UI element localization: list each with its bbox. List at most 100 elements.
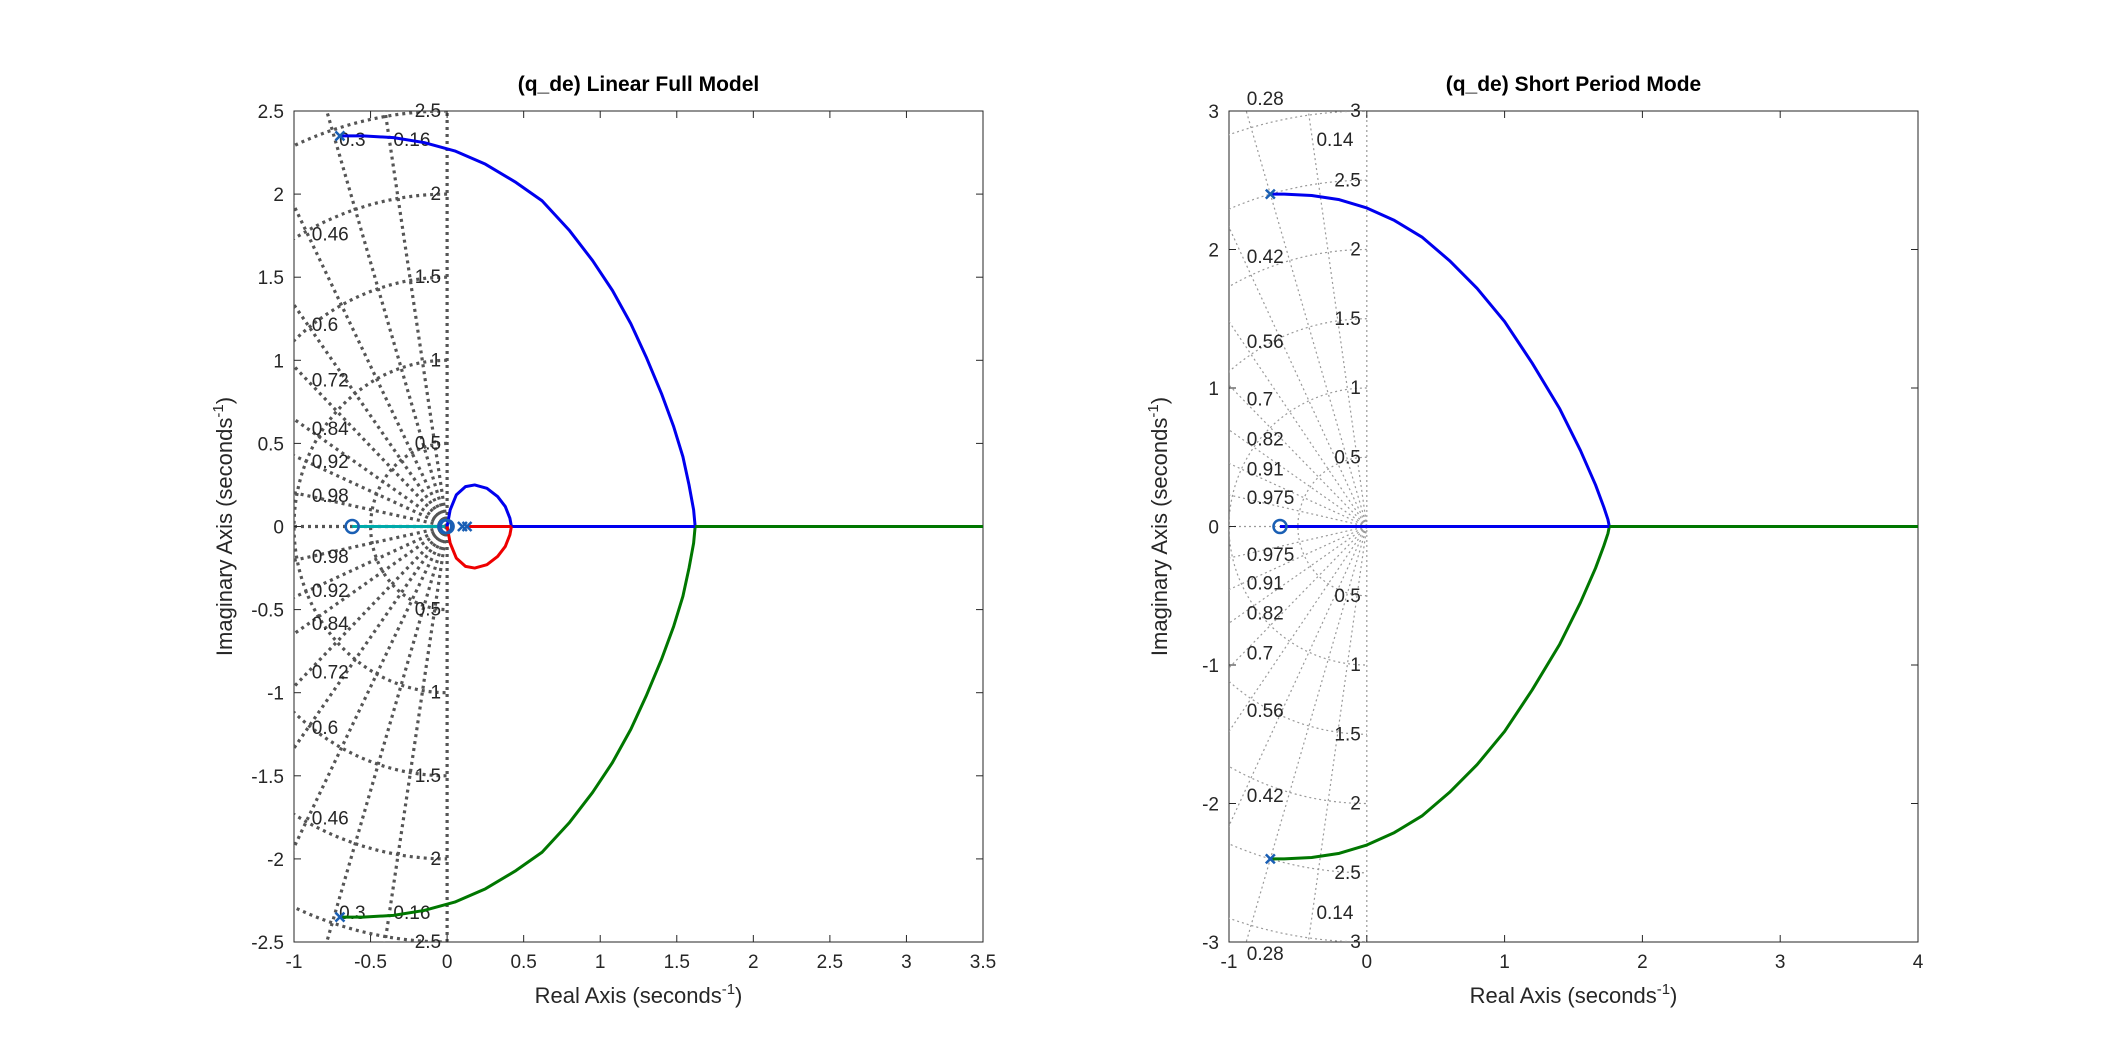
locus-branch xyxy=(1270,526,1611,861)
x-axis-label-main: Real Axis (seconds xyxy=(535,983,722,1008)
y-tick-label: -1.5 xyxy=(251,767,284,788)
y-tick-label: -2.5 xyxy=(251,933,284,954)
y-tick-label: 0 xyxy=(273,518,284,539)
y-axis-label-sup: -1 xyxy=(210,404,227,417)
y-tick-label: 0.5 xyxy=(258,434,284,455)
y-tick-label: 1 xyxy=(1208,379,1219,400)
y-tick-label: -2 xyxy=(267,850,284,871)
pole-marker-stroke xyxy=(334,911,346,923)
frequency-label: 2.5 xyxy=(1334,863,1360,884)
x-tick-label: 0.5 xyxy=(510,952,536,973)
x-tick-label: 0 xyxy=(1362,952,1373,973)
x-tick-label: 1.5 xyxy=(664,952,690,973)
damping-label: 0.42 xyxy=(1247,786,1284,807)
y-tick-label: 1.5 xyxy=(258,268,284,289)
damping-label: 0.46 xyxy=(312,225,349,246)
frequency-arc xyxy=(294,358,448,695)
locus-series-group xyxy=(1270,192,1918,861)
damping-label: 0.46 xyxy=(312,808,349,829)
damping-line xyxy=(325,526,449,942)
y-axis-label-main: Imaginary Axis (seconds xyxy=(1147,418,1172,656)
locus-branch xyxy=(445,483,513,527)
damping-line xyxy=(294,525,449,751)
frequency-label: 2 xyxy=(1350,794,1361,815)
frequency-label: 2 xyxy=(1350,240,1361,261)
frequency-label: 1 xyxy=(431,350,442,371)
x-tick-label: 4 xyxy=(1913,952,1924,973)
frequency-label: 1 xyxy=(431,683,442,704)
damping-line xyxy=(325,111,449,527)
damping-label: 0.72 xyxy=(312,371,349,392)
y-tick-label: 2.5 xyxy=(258,102,284,123)
damping-label: 0.72 xyxy=(312,662,349,683)
y-tick-label: 0 xyxy=(1208,518,1219,539)
damping-label: 0.91 xyxy=(1247,573,1284,594)
frequency-label: 1.5 xyxy=(1334,309,1360,330)
damping-label: 0.7 xyxy=(1247,389,1273,410)
x-axis-label-main: Real Axis (seconds xyxy=(1470,983,1657,1008)
frequency-label: 3 xyxy=(1350,932,1361,953)
y-tick-label: 3 xyxy=(1208,102,1219,123)
plot-panel-1: 0.160.160.30.30.460.460.60.60.720.720.84… xyxy=(210,73,996,1008)
damping-label: 0.84 xyxy=(312,614,349,635)
x-tick-label: 1 xyxy=(1499,952,1510,973)
y-tick-label: -1 xyxy=(1202,656,1219,677)
damping-label: 0.7 xyxy=(1247,644,1273,665)
damping-label: 0.6 xyxy=(312,315,338,336)
damping-label: 0.42 xyxy=(1247,247,1284,268)
damping-label: 0.98 xyxy=(312,547,349,568)
x-tick-label: 2 xyxy=(748,952,759,973)
damping-label: 0.98 xyxy=(312,486,349,507)
pole-marker xyxy=(334,130,346,142)
frequency-label: 2.5 xyxy=(1334,170,1360,191)
damping-label: 0.975 xyxy=(1247,545,1295,566)
damping-line xyxy=(294,525,449,852)
zero-marker xyxy=(1272,518,1288,535)
frequency-label: 1.5 xyxy=(415,766,441,787)
frequency-arc xyxy=(1229,248,1367,805)
damping-line xyxy=(383,111,449,527)
frequency-label: 1.5 xyxy=(1334,724,1360,745)
frequency-label: 0.5 xyxy=(415,433,441,454)
damping-label: 0.28 xyxy=(1247,944,1284,965)
y-axis-label: Imaginary Axis (seconds-1) xyxy=(1145,397,1172,656)
locus-series-group xyxy=(339,134,983,919)
damping-label: 0.82 xyxy=(1247,604,1284,625)
damping-label: 0.56 xyxy=(1247,701,1284,722)
damping-label: 0.6 xyxy=(312,718,338,739)
frequency-arc xyxy=(1229,318,1367,735)
pole-marker-stroke xyxy=(1264,853,1276,865)
damping-label: 0.56 xyxy=(1247,332,1284,353)
locus-branch xyxy=(445,526,513,570)
y-tick-label: 2 xyxy=(1208,241,1219,262)
y-tick-label: -3 xyxy=(1202,933,1219,954)
zero-marker xyxy=(439,518,455,535)
locus-branch xyxy=(1270,192,1611,527)
plot-panel-2: 0.14 0.14 0.28 0.28 0.42 0.42 0.56 0.56 0.7 0.7 0.… xyxy=(1145,73,1924,1008)
damping-label: 0.91 xyxy=(1247,460,1284,481)
x-tick-label: -1 xyxy=(1221,952,1238,973)
damping-label: 0.82 xyxy=(1247,429,1284,450)
frequency-arc xyxy=(369,441,448,612)
damping-label: 0.92 xyxy=(312,452,349,473)
x-tick-label: 2.5 xyxy=(817,952,843,973)
frequency-label: 1 xyxy=(1350,655,1361,676)
y-axis-label-sup: -1 xyxy=(1145,404,1162,417)
x-tick-label: -0.5 xyxy=(354,952,387,973)
pole-marker-stroke xyxy=(457,521,468,532)
chart-title: (q_de) Linear Full Model xyxy=(518,73,760,96)
y-axis-label-close: ) xyxy=(212,397,237,404)
pole-marker xyxy=(457,521,468,532)
frequency-label: 2.5 xyxy=(415,932,441,953)
pole-marker-stroke xyxy=(1264,188,1276,200)
frequency-label: 1.5 xyxy=(415,267,441,288)
x-axis-label-sup: -1 xyxy=(722,981,735,998)
x-tick-label: 3.5 xyxy=(970,952,996,973)
frequency-label: 3 xyxy=(1350,101,1361,122)
frequency-arc xyxy=(1297,456,1367,597)
zero-marker xyxy=(344,518,360,535)
locus-branch xyxy=(339,526,697,919)
x-tick-label: 3 xyxy=(1775,952,1786,973)
pole-marker xyxy=(1264,188,1276,200)
